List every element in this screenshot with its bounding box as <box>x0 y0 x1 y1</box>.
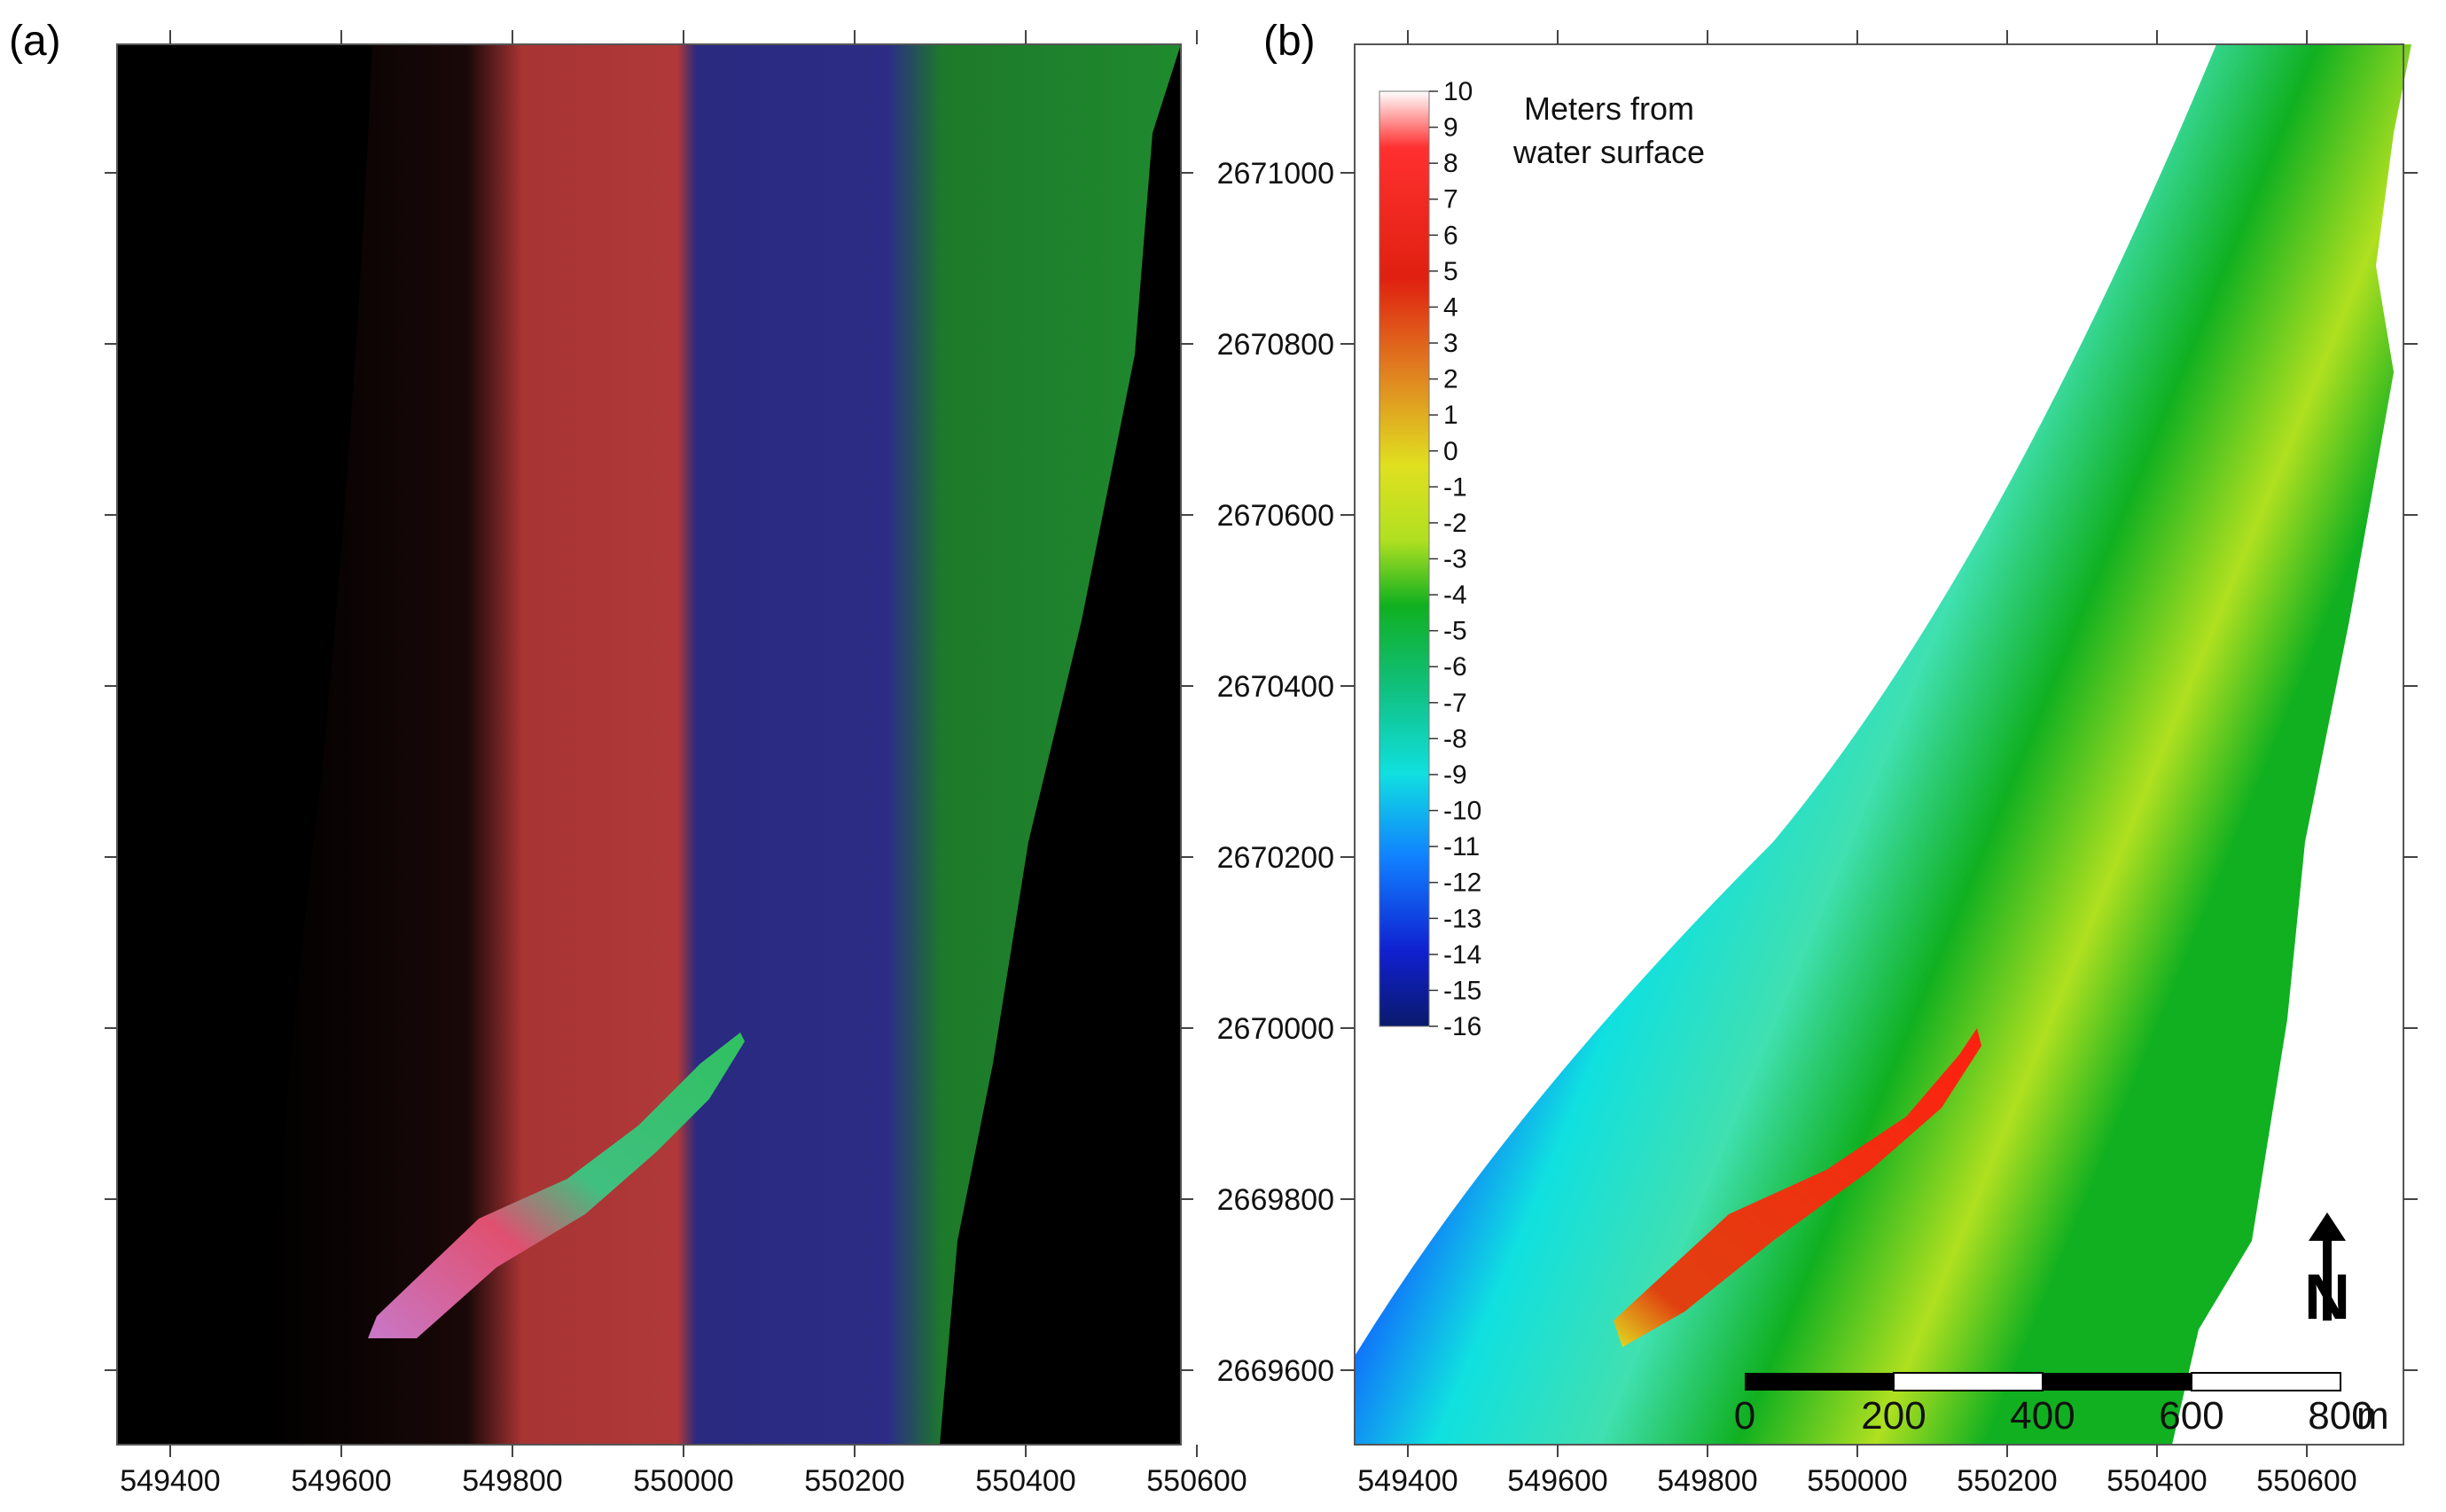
scale-label: 800 <box>2308 1394 2372 1438</box>
x-tick-label: 550000 <box>633 1464 733 1498</box>
legend-value-label: -10 <box>1443 797 1481 826</box>
y-tick-label: 2670800 <box>1217 328 1334 362</box>
x-tick-label: 549800 <box>462 1464 562 1498</box>
legend-value-label: -13 <box>1443 904 1481 933</box>
legend-labels: 109876543210-1-2-3-4-5-6-7-8-9-10-11-12-… <box>1429 77 1481 1041</box>
legend-value-label: -8 <box>1443 724 1467 753</box>
scale-segment-4 <box>2191 1372 2341 1391</box>
legend-title-line1: Meters from <box>1524 90 1694 127</box>
panel-b-x-ticks: 549400 549600 549800 550000 550200 550400 5506… <box>1357 30 2357 1498</box>
legend-value-label: -14 <box>1443 940 1481 970</box>
legend-value-label: 7 <box>1443 185 1458 214</box>
panel-b-y-ticks: 2671000 2670800 2670600 2670400 2670200 26700… <box>1217 157 2418 1388</box>
y-tick-label: 2670000 <box>1217 1012 1334 1046</box>
y-tick-label: 2670200 <box>1217 841 1334 875</box>
legend-value-label: -11 <box>1443 832 1480 861</box>
legend-value-label: -1 <box>1443 472 1467 502</box>
north-arrow: N <box>2304 1212 2350 1333</box>
scale-segment-3 <box>2043 1373 2192 1391</box>
scale-label: 400 <box>2010 1394 2075 1438</box>
legend-value-label: -12 <box>1443 869 1481 898</box>
legend-value-label: -4 <box>1443 581 1467 610</box>
panel-a: (a) 549400 549600 549800 550000 550200 550400… <box>9 18 1247 1498</box>
legend-title-line2: water surface <box>1512 134 1705 170</box>
panel-b: (b) 549400 549600 549800 550000 550200 550400… <box>1217 18 2418 1498</box>
x-tick-label: 550200 <box>804 1464 904 1498</box>
legend-value-label: 6 <box>1443 221 1458 250</box>
y-tick-label: 2670600 <box>1217 499 1334 533</box>
island-b <box>1614 1028 1981 1347</box>
scale-segment-1 <box>1745 1373 1894 1391</box>
scale-segment-2 <box>1893 1372 2044 1391</box>
legend-value-label: 2 <box>1443 365 1458 394</box>
y-tick-label: 2670400 <box>1217 670 1334 704</box>
panel-b-label: (b) <box>1263 18 1316 65</box>
x-tick-label: 550600 <box>2256 1464 2356 1498</box>
scale-bar: 0 200 400 600 800 m <box>1734 1372 2389 1438</box>
legend-value-label: -3 <box>1443 545 1467 574</box>
x-tick-label: 550400 <box>975 1464 1075 1498</box>
north-arrow-head-icon <box>2309 1212 2346 1241</box>
x-tick-label: 549400 <box>1357 1464 1457 1498</box>
legend-value-label: -15 <box>1443 976 1481 1005</box>
scale-label: 600 <box>2159 1394 2223 1438</box>
legend-colorbar <box>1379 90 1430 1027</box>
legend-value-label: 1 <box>1443 401 1458 430</box>
x-tick-label: 550200 <box>1957 1464 2057 1498</box>
y-tick-label: 2669800 <box>1217 1183 1334 1217</box>
x-tick-label: 550400 <box>2106 1464 2207 1498</box>
legend-value-label: 9 <box>1443 113 1458 143</box>
scale-labels: 0 200 400 600 800 <box>1734 1394 2373 1438</box>
scale-unit: m <box>2356 1394 2389 1438</box>
legend-value-label: 4 <box>1443 292 1458 322</box>
legend-value-label: -7 <box>1443 689 1467 718</box>
panel-a-label: (a) <box>9 18 61 65</box>
scale-label: 200 <box>1861 1394 1926 1438</box>
panel-a-x-ticks: 549400 549600 549800 550000 550200 550400 5506… <box>105 30 1247 1498</box>
legend-value-label: -6 <box>1443 652 1467 682</box>
panel-a-frame <box>116 43 1182 1446</box>
island-a <box>368 1033 745 1338</box>
legend-value-label: 0 <box>1443 437 1458 466</box>
y-tick-label: 2669600 <box>1217 1354 1334 1388</box>
x-tick-label: 550000 <box>1807 1464 1907 1498</box>
x-tick-label: 549600 <box>1507 1464 1607 1498</box>
y-tick-label: 2671000 <box>1217 157 1334 191</box>
panel-b-frame <box>1354 43 2404 1446</box>
bathymetry-swath <box>1355 44 2411 1445</box>
legend-value-label: 3 <box>1443 329 1458 358</box>
legend-value-label: 5 <box>1443 257 1458 286</box>
scale-label: 0 <box>1734 1394 1755 1438</box>
x-tick-label: 549400 <box>120 1464 220 1498</box>
north-arrow-letter: N <box>2304 1262 2350 1333</box>
legend-value-label: -5 <box>1443 617 1467 646</box>
legend-value-label: 10 <box>1443 77 1473 106</box>
x-tick-label: 550600 <box>1146 1464 1246 1498</box>
sonar-swath <box>266 44 1181 1445</box>
depth-legend: 109876543210-1-2-3-4-5-6-7-8-9-10-11-12-… <box>1379 77 1705 1041</box>
legend-value-label: 8 <box>1443 149 1458 178</box>
legend-value-label: -16 <box>1443 1012 1481 1041</box>
legend-value-label: -2 <box>1443 509 1467 538</box>
x-tick-label: 549600 <box>291 1464 391 1498</box>
legend-value-label: -9 <box>1443 760 1467 790</box>
x-tick-label: 549800 <box>1657 1464 1757 1498</box>
